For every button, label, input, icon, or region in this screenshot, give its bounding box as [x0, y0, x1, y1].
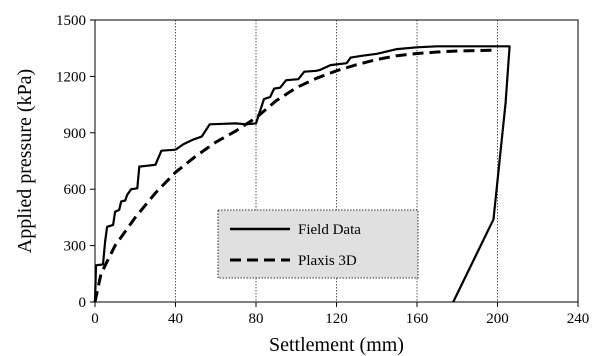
- series-group: [93, 45, 511, 303]
- legend-label-field-data: Field Data: [298, 222, 361, 238]
- y-tick-label: 0: [79, 295, 87, 311]
- x-tick-label: 40: [168, 311, 183, 327]
- x-tick-label: 0: [91, 311, 99, 327]
- axes: [90, 19, 579, 307]
- legend-label-plaxis-3d: Plaxis 3D: [298, 253, 357, 269]
- x-tick-label: 120: [325, 311, 348, 327]
- y-tick-label: 300: [64, 239, 87, 255]
- y-tick-label: 1500: [56, 13, 86, 29]
- y-tick-label: 900: [64, 126, 87, 142]
- x-tick-label: 160: [406, 311, 429, 327]
- series-line-field-data: [93, 45, 511, 303]
- x-tick-label: 80: [249, 311, 264, 327]
- x-tick-label: 240: [567, 311, 590, 327]
- y-tick-label: 600: [64, 182, 87, 198]
- legend: Field Data Plaxis 3D: [217, 209, 419, 279]
- tick-labels: 0 300 600 900 1200 1500 0 40 80 120 160 200 240: [56, 13, 589, 327]
- series-line-plaxis-3d: [93, 48, 498, 303]
- x-axis-title: Settlement (mm): [269, 334, 404, 356]
- x-tick-label: 200: [486, 311, 509, 327]
- legend-box: [217, 209, 419, 279]
- y-axis-title: Applied pressure (kPa): [14, 69, 36, 253]
- y-tick-label: 1200: [56, 69, 86, 85]
